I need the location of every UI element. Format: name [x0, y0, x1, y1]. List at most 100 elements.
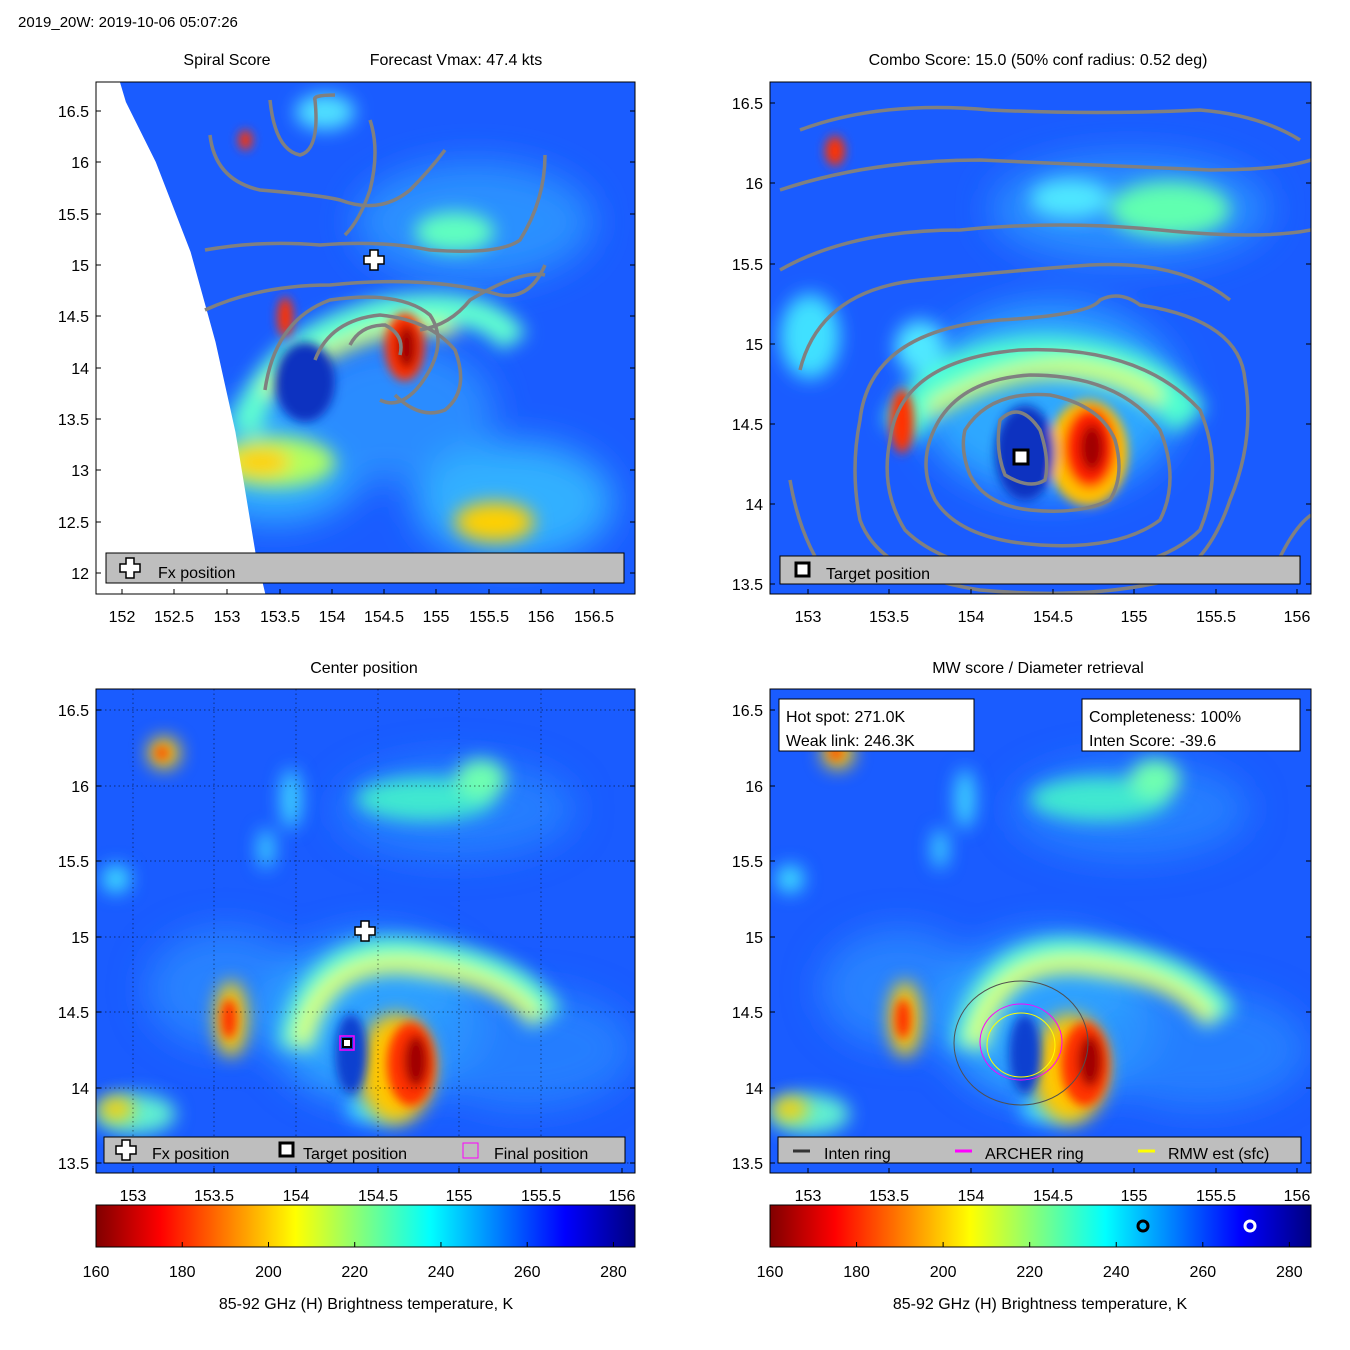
x-tick-label: 154 — [958, 609, 985, 626]
x-tick-label: 153 — [214, 609, 241, 626]
weak-link-marker — [1136, 1219, 1150, 1233]
y-tick-label: 15 — [745, 337, 763, 354]
spiral-legend: Fx position — [105, 552, 625, 584]
fx-position-icon — [119, 557, 141, 579]
center-legend-final: Final position — [494, 1146, 588, 1163]
mw-info-left: Hot spot: 271.0K Weak link: 246.3K — [778, 698, 975, 752]
x-tick-label: 154 — [319, 609, 346, 626]
colorbar-tick-label: 260 — [514, 1264, 541, 1281]
colorbar-tick-label: 180 — [843, 1264, 870, 1281]
mw-title: MW score / Diameter retrieval — [932, 660, 1144, 677]
x-tick-label: 155.5 — [521, 1188, 561, 1205]
y-tick-label: 16 — [71, 155, 89, 172]
x-tick-label: 156.5 — [574, 609, 614, 626]
spiral-contours — [204, 93, 547, 415]
x-tick-label: 156 — [1284, 1188, 1311, 1205]
y-tick-label: 16.5 — [732, 703, 763, 720]
colorbar-tick-label: 260 — [1189, 1264, 1216, 1281]
final-position-icon — [462, 1142, 479, 1159]
center-final-marker — [339, 1035, 355, 1051]
x-tick-label: 153.5 — [194, 1188, 234, 1205]
hot-spot-marker — [1243, 1219, 1257, 1233]
x-tick-label: 156 — [1284, 609, 1311, 626]
x-tick-label: 152 — [109, 609, 136, 626]
y-tick-label: 16 — [745, 176, 763, 193]
colorbar-tick-label: 240 — [428, 1264, 455, 1281]
x-tick-label: 155 — [1121, 1188, 1148, 1205]
spiral-vmax: Forecast Vmax: 47.4 kts — [370, 52, 543, 69]
spiral-legend-fx: Fx position — [158, 565, 235, 582]
y-tick-label: 14.5 — [58, 1005, 89, 1022]
mw-legend: Inten ring ARCHER ring RMW est (sfc) — [777, 1136, 1302, 1164]
colorbar-left-label: 85-92 GHz (H) Brightness temperature, K — [219, 1296, 514, 1313]
x-tick-label: 153.5 — [260, 609, 300, 626]
x-tick-label: 155 — [423, 609, 450, 626]
center-title: Center position — [310, 660, 418, 677]
y-tick-label: 16.5 — [58, 703, 89, 720]
center-heatmap — [96, 689, 635, 1173]
y-tick-label: 14 — [745, 1081, 763, 1098]
y-tick-label: 16 — [745, 779, 763, 796]
colorbar-tick-label: 200 — [255, 1264, 282, 1281]
colorbar-tick-label: 180 — [169, 1264, 196, 1281]
colorbar-tick-label: 160 — [757, 1264, 784, 1281]
colorbar-tick-label: 220 — [341, 1264, 368, 1281]
y-tick-label: 16 — [71, 779, 89, 796]
y-tick-label: 14 — [71, 1081, 89, 1098]
combo-title: Combo Score: 15.0 (50% conf radius: 0.52… — [869, 52, 1208, 69]
mw-legend-rmw: RMW est (sfc) — [1168, 1146, 1269, 1163]
inten-score-label: Inten Score: -39.6 — [1089, 733, 1216, 750]
mw-frame — [769, 688, 1312, 1174]
mw-axes: 153 153.5 154 154.5 155 155.5 156 16.5 16 15.5 15 1… — [732, 703, 1311, 1205]
center-fx-marker — [354, 920, 376, 942]
mw-legend-archer: ARCHER ring — [985, 1146, 1084, 1163]
combo-legend-target: Target position — [826, 566, 930, 583]
y-tick-label: 15 — [71, 930, 89, 947]
colorbar-right: 160 180 200 220 240 260 280 85-92 GHz (H) Brig… — [757, 1204, 1312, 1313]
x-tick-label: 156 — [609, 1188, 636, 1205]
x-tick-label: 153 — [120, 1188, 147, 1205]
inten-ring — [953, 980, 1089, 1106]
weak-link-label: Weak link: 246.3K — [786, 733, 915, 750]
center-legend: Fx position Target position Final positi… — [103, 1136, 626, 1164]
rmw-ring — [986, 1012, 1056, 1078]
y-tick-label: 14 — [71, 361, 89, 378]
y-tick-label: 15.5 — [732, 257, 763, 274]
x-tick-label: 152.5 — [154, 609, 194, 626]
x-tick-label: 155.5 — [469, 609, 509, 626]
spiral-axes: 152 152.5 153 153.5 154 154.5 155 155.5 156 156.5… — [58, 104, 635, 626]
x-tick-label: 155.5 — [1196, 1188, 1236, 1205]
y-tick-label: 13.5 — [58, 1156, 89, 1173]
spiral-fx-marker — [363, 249, 385, 271]
spiral-frame — [95, 81, 636, 595]
y-tick-label: 14 — [745, 497, 763, 514]
center-position-panel: Center position Fx position Target posit… — [58, 660, 636, 1205]
target-position-icon — [794, 561, 811, 578]
spiral-title: Spiral Score — [183, 52, 270, 69]
center-legend-fx: Fx position — [152, 1146, 229, 1163]
y-tick-label: 15.5 — [58, 854, 89, 871]
center-target-marker — [342, 1038, 352, 1048]
combo-score-panel: Combo Score: 15.0 (50% conf radius: 0.52… — [732, 52, 1312, 626]
y-tick-label: 12.5 — [58, 515, 89, 532]
x-tick-label: 153.5 — [869, 1188, 909, 1205]
x-tick-label: 155 — [446, 1188, 473, 1205]
y-tick-label: 13 — [71, 463, 89, 480]
colorbar-tick-label: 280 — [1276, 1264, 1303, 1281]
target-position-icon — [278, 1141, 295, 1158]
y-tick-label: 14.5 — [732, 417, 763, 434]
combo-axes: 153 153.5 154 154.5 155 155.5 156 16.5 16 15.5 15 1… — [732, 96, 1311, 626]
x-tick-label: 154.5 — [1033, 1188, 1073, 1205]
hot-spot-label: Hot spot: 271.0K — [786, 709, 906, 726]
x-tick-label: 154.5 — [1033, 609, 1073, 626]
colorbar-tick-label: 200 — [930, 1264, 957, 1281]
colorbar-tick-label: 220 — [1016, 1264, 1043, 1281]
combo-target-marker — [1012, 448, 1030, 466]
x-tick-label: 154 — [283, 1188, 310, 1205]
y-tick-label: 16.5 — [58, 104, 89, 121]
x-tick-label: 155.5 — [1196, 609, 1236, 626]
colorbar-left: 160 180 200 220 240 260 280 85-92 GHz (H) Brig… — [83, 1204, 636, 1313]
colorbar-tick-label: 240 — [1103, 1264, 1130, 1281]
center-legend-target: Target position — [303, 1146, 407, 1163]
completeness-label: Completeness: 100% — [1089, 709, 1241, 726]
